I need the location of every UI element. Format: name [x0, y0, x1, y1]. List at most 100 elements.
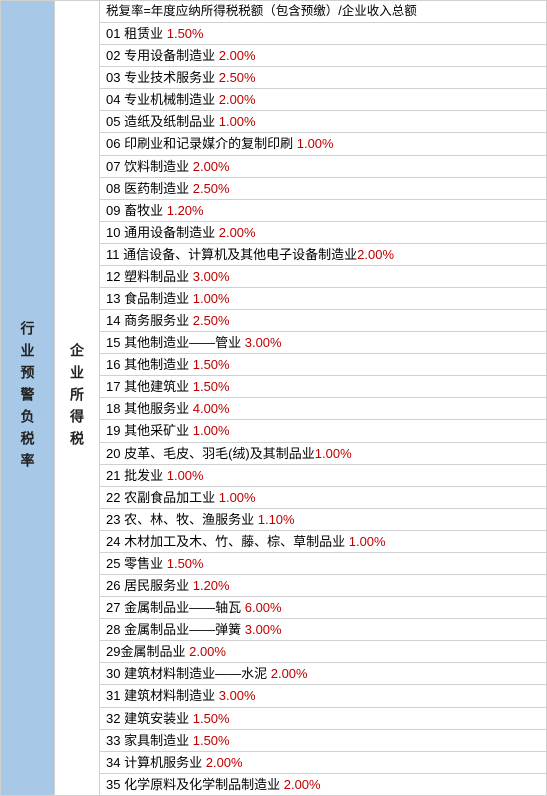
- table-row: 21 批发业 1.00%: [100, 465, 547, 487]
- row-num: 31: [106, 688, 120, 703]
- row-label: 其他服务业: [124, 401, 189, 416]
- table-row: 29金属制品业 2.00%: [100, 641, 547, 663]
- row-pct: 2.00%: [357, 247, 394, 262]
- row-pct: 2.50%: [219, 70, 256, 85]
- row-label: 畜牧业: [124, 203, 163, 218]
- row-num: 17: [106, 379, 120, 394]
- table-row: 18 其他服务业 4.00%: [100, 398, 547, 420]
- row-num: 27: [106, 600, 120, 615]
- table-row: 11 通信设备、计算机及其他电子设备制造业2.00%: [100, 244, 547, 266]
- row-pct: 2.00%: [219, 225, 256, 240]
- row-label: 皮革、毛皮、羽毛(绒)及其制品业: [124, 446, 315, 461]
- row-label: 专用设备制造业: [124, 48, 215, 63]
- row-pct: 2.00%: [193, 159, 230, 174]
- row-num: 05: [106, 114, 120, 129]
- row-pct: 1.20%: [167, 203, 204, 218]
- row-num: 34: [106, 755, 120, 770]
- table-row: 15 其他制造业——管业 3.00%: [100, 332, 547, 354]
- row-pct: 3.00%: [219, 688, 256, 703]
- row-num: 16: [106, 357, 120, 372]
- row-pct: 1.00%: [193, 291, 230, 306]
- row-label: 租赁业: [124, 26, 163, 41]
- table-row: 24 木材加工及木、竹、藤、棕、草制品业 1.00%: [100, 531, 547, 553]
- row-num: 02: [106, 48, 120, 63]
- row-pct: 3.00%: [245, 622, 282, 637]
- row-label: 通用设备制造业: [124, 225, 215, 240]
- row-label: 农副食品加工业: [124, 490, 215, 505]
- header-formula: 税复率=年度应纳所得税税额（包含预缴）/企业收入总额: [106, 4, 417, 18]
- row-pct: 1.50%: [167, 556, 204, 571]
- row-pct: 1.50%: [193, 711, 230, 726]
- row-label: 家具制造业: [124, 733, 189, 748]
- row-label: 专业机械制造业: [124, 92, 215, 107]
- row-pct: 3.00%: [193, 269, 230, 284]
- row-label: 饮料制造业: [124, 159, 189, 174]
- table-row: 17 其他建筑业 1.50%: [100, 376, 547, 398]
- row-num: 14: [106, 313, 120, 328]
- table-row: 34 计算机服务业 2.00%: [100, 752, 547, 774]
- row-num: 07: [106, 159, 120, 174]
- row-num: 28: [106, 622, 120, 637]
- sidebar-left-label: 行业预警负税率: [18, 321, 38, 475]
- table-row: 16 其他制造业 1.50%: [100, 354, 547, 376]
- row-pct: 2.00%: [219, 48, 256, 63]
- row-num: 26: [106, 578, 120, 593]
- row-num: 13: [106, 291, 120, 306]
- row-pct: 2.00%: [189, 644, 226, 659]
- table-row: 01 租赁业 1.50%: [100, 23, 547, 45]
- row-label: 建筑安装业: [124, 711, 189, 726]
- row-label: 居民服务业: [124, 578, 189, 593]
- row-num: 12: [106, 269, 120, 284]
- row-pct: 1.00%: [315, 446, 352, 461]
- sidebar-mid: 企业所得税: [55, 0, 100, 796]
- row-pct: 3.00%: [245, 335, 282, 350]
- row-num: 22: [106, 490, 120, 505]
- row-pct: 1.00%: [167, 468, 204, 483]
- row-num: 35: [106, 777, 120, 792]
- table-row: 32 建筑安装业 1.50%: [100, 708, 547, 730]
- row-num: 23: [106, 512, 120, 527]
- sidebar-mid-label: 企业所得税: [67, 343, 87, 453]
- table-row: 30 建筑材料制造业——水泥 2.00%: [100, 663, 547, 685]
- row-num: 20: [106, 446, 120, 461]
- row-pct: 1.00%: [349, 534, 386, 549]
- table-row: 23 农、林、牧、渔服务业 1.10%: [100, 509, 547, 531]
- row-label: 木材加工及木、竹、藤、棕、草制品业: [124, 534, 345, 549]
- row-label: 建筑材料制造业: [124, 688, 215, 703]
- row-label: 金属制品业——轴瓦: [124, 600, 241, 615]
- table-wrap: 行业预警负税率 企业所得税 税复率=年度应纳所得税税额（包含预缴）/企业收入总额…: [0, 0, 547, 796]
- row-num: 03: [106, 70, 120, 85]
- row-label: 印刷业和记录媒介的复制印刷: [124, 136, 293, 151]
- table-row: 25 零售业 1.50%: [100, 553, 547, 575]
- row-num: 21: [106, 468, 120, 483]
- table-row: 31 建筑材料制造业 3.00%: [100, 685, 547, 707]
- table-row: 14 商务服务业 2.50%: [100, 310, 547, 332]
- row-label: 金属制品业——弹簧: [124, 622, 241, 637]
- row-label: 医药制造业: [124, 181, 189, 196]
- row-pct: 2.50%: [193, 313, 230, 328]
- table-row: 09 畜牧业 1.20%: [100, 200, 547, 222]
- row-num: 19: [106, 423, 120, 438]
- row-num: 11: [106, 247, 120, 262]
- row-num: 33: [106, 733, 120, 748]
- row-label: 其他制造业——管业: [124, 335, 241, 350]
- row-pct: 2.00%: [219, 92, 256, 107]
- row-pct: 1.10%: [258, 512, 295, 527]
- row-num: 09: [106, 203, 120, 218]
- row-pct: 1.50%: [193, 733, 230, 748]
- row-label: 计算机服务业: [124, 755, 202, 770]
- row-num: 08: [106, 181, 120, 196]
- row-label: 建筑材料制造业——水泥: [124, 666, 267, 681]
- table-row: 05 造纸及纸制品业 1.00%: [100, 111, 547, 133]
- table-row: 13 食品制造业 1.00%: [100, 288, 547, 310]
- row-label: 食品制造业: [124, 291, 189, 306]
- row-pct: 1.20%: [193, 578, 230, 593]
- row-num: 06: [106, 136, 120, 151]
- table-row: 12 塑料制品业 3.00%: [100, 266, 547, 288]
- row-pct: 2.00%: [271, 666, 308, 681]
- row-num: 04: [106, 92, 120, 107]
- sidebar-left: 行业预警负税率: [0, 0, 55, 796]
- row-pct: 1.50%: [193, 379, 230, 394]
- table-row: 27 金属制品业——轴瓦 6.00%: [100, 597, 547, 619]
- row-num: 29: [106, 644, 120, 659]
